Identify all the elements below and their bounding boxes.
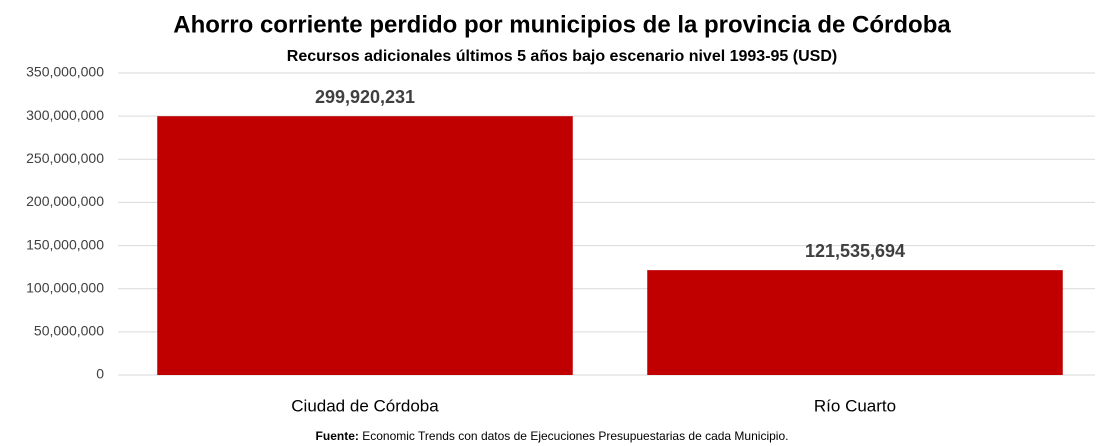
y-tick-label: 0 xyxy=(96,366,104,382)
data-label: 299,920,231 xyxy=(315,87,415,107)
y-tick-label: 150,000,000 xyxy=(26,236,104,252)
y-tick-label: 350,000,000 xyxy=(26,64,104,80)
bar xyxy=(647,270,1063,375)
bar xyxy=(157,116,573,376)
data-label: 121,535,694 xyxy=(805,241,905,261)
chart-title: Ahorro corriente perdido por municipios … xyxy=(173,11,951,38)
x-tick-label: Río Cuarto xyxy=(814,396,896,415)
source-note: Fuente: Economic Trends con datos de Eje… xyxy=(316,429,789,443)
source-text: Economic Trends con datos de Ejecuciones… xyxy=(362,429,788,443)
y-tick-label: 200,000,000 xyxy=(26,193,104,209)
y-tick-label: 50,000,000 xyxy=(34,323,104,339)
y-tick-label: 100,000,000 xyxy=(26,279,104,295)
source-label: Fuente: xyxy=(316,429,359,443)
y-tick-label: 300,000,000 xyxy=(26,107,104,123)
y-tick-label: 250,000,000 xyxy=(26,150,104,166)
x-tick-label: Ciudad de Córdoba xyxy=(291,396,439,415)
chart-subtitle: Recursos adicionales últimos 5 años bajo… xyxy=(287,48,837,65)
